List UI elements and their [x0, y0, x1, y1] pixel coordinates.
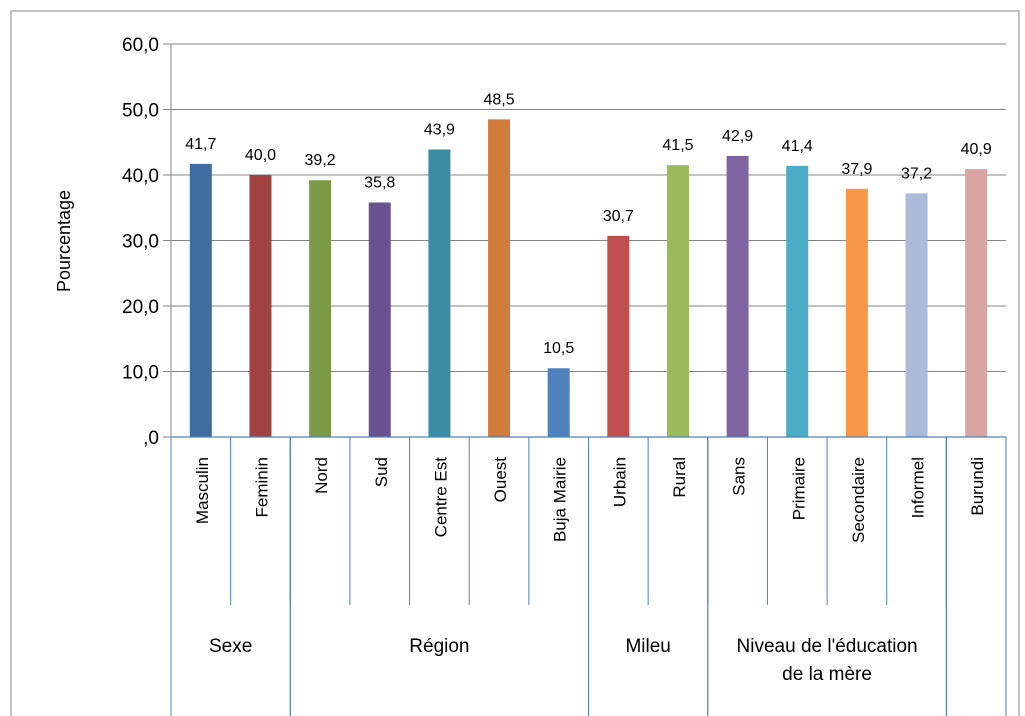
bar-nord: [309, 180, 332, 438]
data-label: 40,0: [245, 147, 276, 164]
bar-secondaire: [845, 188, 868, 437]
data-label: 41,4: [782, 138, 813, 155]
y-tick-label: 30,0: [122, 232, 159, 253]
bar-centre-est: [428, 149, 451, 437]
category-label: Urbain: [610, 457, 629, 507]
data-label: 40,9: [961, 141, 992, 158]
data-label: 43,9: [424, 121, 455, 138]
data-label: 39,2: [305, 152, 336, 169]
data-label: 41,7: [185, 136, 216, 153]
category-label: Buja Mairie: [551, 457, 570, 542]
data-label: 48,5: [483, 91, 514, 108]
group-label: Mileu: [625, 636, 670, 657]
y-tick-label: 40,0: [122, 166, 159, 187]
category-label: Nord: [312, 457, 331, 494]
data-labels: 41,7 40,0 39,2 35,8 43,9 48,5 10,5 30,7 41,5 42,9…: [185, 91, 992, 357]
bar-informel: [905, 193, 928, 437]
data-label: 37,2: [901, 165, 932, 182]
bar-buja-mairie: [547, 368, 570, 437]
category-label: Burundi: [968, 457, 987, 516]
y-axis-title: Pourcentage: [54, 190, 74, 292]
category-label: Secondaire: [849, 457, 868, 543]
group-label: de la mère: [782, 664, 872, 685]
data-label: 30,7: [603, 208, 634, 225]
y-tick-label: 20,0: [122, 297, 159, 318]
y-axis-ticks: ,0 10,0 20,0 30,0 40,0 50,0 60,0: [122, 35, 172, 449]
bar-primaire: [786, 165, 809, 437]
bar-sud: [368, 202, 391, 437]
y-tick-label: ,0: [143, 428, 159, 449]
bar-masculin: [189, 163, 212, 438]
category-label: Informel: [909, 457, 928, 518]
group-label: Sexe: [209, 636, 252, 657]
bar-urbain: [607, 235, 630, 437]
y-tick-label: 60,0: [122, 35, 159, 56]
group-label: Niveau de l'éducation: [737, 636, 918, 657]
category-label: Ouest: [491, 457, 510, 503]
category-label: Sans: [730, 457, 749, 496]
data-label: 35,8: [364, 175, 395, 192]
bar-sans: [726, 156, 749, 437]
bar-burundi: [965, 169, 988, 438]
category-label: Masculin: [193, 457, 212, 524]
bar-ouest: [488, 119, 511, 437]
data-label: 41,5: [662, 137, 693, 154]
category-axis: Masculin Feminin Nord Sud Centre Est Ouest Buj…: [170, 436, 1007, 716]
bar-rural: [666, 165, 689, 438]
category-label: Centre Est: [431, 457, 450, 538]
category-label: Sud: [372, 457, 391, 487]
category-label: Feminin: [252, 457, 271, 517]
data-label: 37,9: [841, 161, 872, 178]
category-label: Primaire: [789, 457, 808, 520]
data-label: 10,5: [543, 340, 574, 357]
y-tick-label: 50,0: [122, 101, 159, 122]
y-tick-label: 10,0: [122, 363, 159, 384]
group-label: Région: [409, 636, 469, 657]
data-label: 42,9: [722, 128, 753, 145]
bars: [189, 119, 988, 438]
bar-feminin: [249, 175, 272, 437]
category-label: Rural: [670, 457, 689, 498]
